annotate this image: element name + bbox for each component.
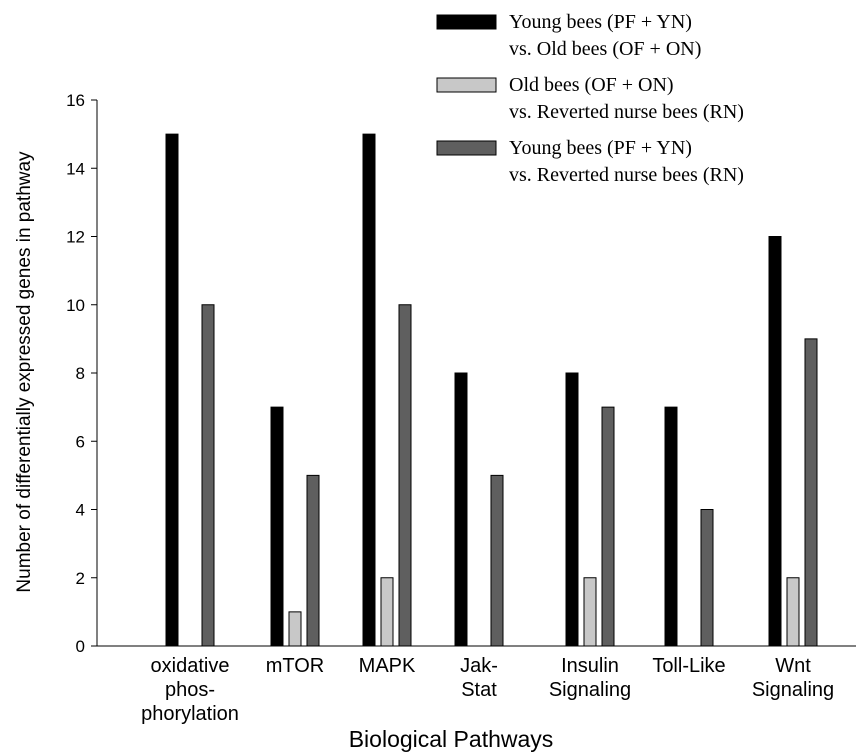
x-tick-label: MAPK — [359, 655, 416, 677]
legend-label: Young bees (PF + YN) — [509, 11, 692, 33]
bar — [768, 236, 782, 647]
x-tick-label: Wnt — [775, 655, 811, 677]
y-tick-label: 6 — [76, 432, 85, 451]
x-axis-label: Biological Pathways — [349, 726, 554, 752]
x-tick-label: Signaling — [549, 679, 631, 701]
legend-swatch — [436, 14, 497, 30]
y-tick-label: 10 — [66, 296, 85, 315]
y-tick-labels: 0 2 4 6 8 10 12 14 16 — [66, 91, 85, 656]
bar — [362, 133, 376, 647]
y-tick-label: 16 — [66, 91, 85, 110]
x-tick-label: Jak- — [460, 655, 498, 677]
legend-swatch — [436, 77, 497, 93]
bar — [664, 406, 678, 647]
y-tick-label: 2 — [76, 569, 85, 588]
bar — [565, 372, 579, 647]
chart-axes — [91, 99, 856, 647]
bar — [306, 474, 320, 647]
legend-label: Old bees (OF + ON) — [509, 74, 674, 96]
bar — [165, 133, 179, 647]
x-tick-label: Signaling — [752, 679, 834, 701]
x-tick-label: Toll-Like — [652, 655, 725, 677]
y-tick-label: 0 — [76, 637, 85, 656]
y-tick-label: 14 — [66, 159, 85, 178]
y-axis-label: Number of differentially expressed genes… — [14, 151, 35, 593]
y-tick-label: 8 — [76, 364, 85, 383]
legend-label: Young bees (PF + YN) — [509, 137, 692, 159]
x-tick-label: phos- — [165, 679, 215, 701]
x-tick-label: Insulin — [561, 655, 619, 677]
bar — [601, 406, 615, 647]
y-tick-label: 4 — [76, 501, 85, 520]
bar — [380, 577, 394, 647]
x-tick-label: phorylation — [141, 703, 239, 725]
legend-label: vs. Reverted nurse bees (RN) — [509, 101, 744, 123]
bar — [398, 304, 412, 647]
bar — [490, 474, 504, 647]
chart-bars — [165, 133, 818, 647]
bar — [270, 406, 284, 647]
bar — [786, 577, 800, 647]
bar — [454, 372, 468, 647]
legend-swatch — [436, 140, 497, 156]
x-tick-label: mTOR — [266, 655, 325, 677]
bar — [583, 577, 597, 647]
y-tick-label: 12 — [66, 228, 85, 247]
x-tick-label: Stat — [461, 679, 497, 701]
x-tick-label: oxidative — [151, 655, 230, 677]
legend-label: vs. Reverted nurse bees (RN) — [509, 164, 744, 186]
legend-label: vs. Old bees (OF + ON) — [509, 38, 701, 60]
bar — [288, 611, 302, 647]
legend: Young bees (PF + YN) vs. Old bees (OF + O… — [436, 11, 744, 186]
bar — [201, 304, 215, 647]
bar — [804, 338, 818, 647]
bar — [700, 509, 714, 647]
